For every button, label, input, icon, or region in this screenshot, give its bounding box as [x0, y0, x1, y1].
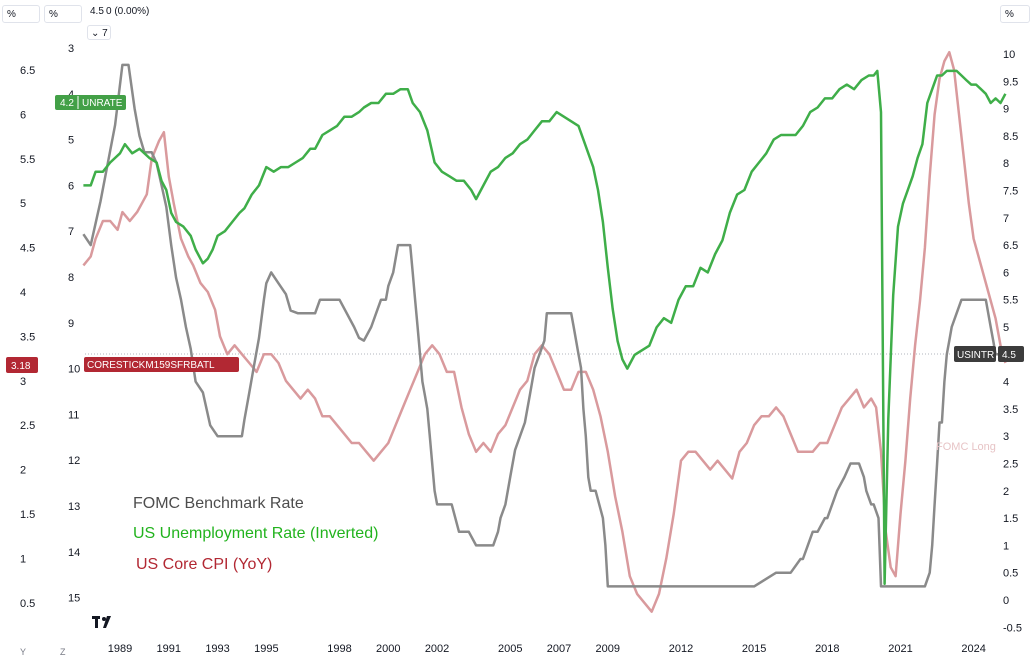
right-tick-label: 6 — [1003, 267, 1009, 279]
left-outer-tick-label: 5.5 — [20, 154, 35, 166]
left-outer-tick-label: 6 — [20, 109, 26, 121]
legend: FOMC Benchmark Rate US Unemployment Rate… — [133, 495, 378, 573]
x-tick-label: 1998 — [327, 643, 351, 655]
tradingview-logo[interactable] — [92, 616, 111, 628]
right-tick-label: 9.5 — [1003, 76, 1018, 88]
left-outer-tick-label: 4.5 — [20, 243, 35, 255]
x-axis[interactable]: 1989 1991 1993 1995 1998 2000 2002 2005 2007 2009… — [108, 643, 986, 655]
right-tick-label: 0.5 — [1003, 568, 1018, 580]
x-tick-label: 1995 — [254, 643, 278, 655]
x-tick-label: 2007 — [547, 643, 571, 655]
left-outer-tick-label: 2.5 — [20, 420, 35, 432]
unrate-tag-label: UNRATE — [82, 98, 123, 109]
left-outer-tick-label: 3.5 — [20, 331, 35, 343]
cpi-tag-label: CORESTICKM159SFRBATL — [87, 360, 215, 371]
x-tick-label: 2021 — [888, 643, 912, 655]
right-tick-label: -0.5 — [1003, 622, 1022, 634]
left-inner-tick-label: 11 — [68, 409, 79, 421]
left-inner-tick-label: 6 — [68, 180, 74, 192]
left-outer-tick-label: 2 — [20, 465, 26, 477]
left-inner-tick-label: 5 — [68, 135, 74, 147]
left-outer-tick-label: 5 — [20, 198, 26, 210]
right-tick-label: 10 — [1003, 49, 1015, 61]
faded-series-label: FOMC Long — [936, 441, 996, 453]
x-tick-label: 2005 — [498, 643, 522, 655]
left-inner-tick-label: 7 — [68, 226, 74, 238]
cpi-tag-value: 3.18 — [11, 361, 31, 372]
right-tick-label: 9 — [1003, 104, 1009, 116]
left-scale-button-1[interactable]: % — [2, 5, 40, 23]
right-tick-label: 3.5 — [1003, 404, 1018, 416]
x-tick-label: 2024 — [961, 643, 985, 655]
right-tick-label: 2 — [1003, 486, 1009, 498]
right-tick-label: 5.5 — [1003, 295, 1018, 307]
right-tick-label: 0 — [1003, 595, 1009, 607]
right-tick-label: 7.5 — [1003, 186, 1018, 198]
left-inner-tick-label: 14 — [68, 547, 80, 559]
unrate-tag-value: 4.2 — [60, 98, 74, 109]
left-inner-axis: 3 4 5 6 7 8 9 10 11 12 13 14 15 — [68, 43, 80, 605]
usintr-tag-label: USINTR — [957, 350, 994, 361]
x-tick-label: 2002 — [425, 643, 449, 655]
right-tick-label: 6.5 — [1003, 240, 1018, 252]
right-axis[interactable]: 10 9.5 9 8.5 8 7.5 7 6.5 6 5.5 5 4.5 4 3.5 3 2.5 2 1.5 1 0.… — [1003, 49, 1022, 634]
x-tick-label: 1991 — [157, 643, 181, 655]
left-inner-tick-label: 8 — [68, 272, 74, 284]
x-tick-label: 2000 — [376, 643, 400, 655]
left-inner-tick-label: 10 — [68, 364, 80, 376]
right-tick-label: 8.5 — [1003, 131, 1018, 143]
left-outer-tick-label: 1.5 — [20, 509, 35, 521]
cpi-price-tag[interactable]: 3.18 CORESTICKM159SFRBATL — [6, 357, 239, 373]
usintr-tag-value: 4.5 — [1002, 350, 1016, 361]
collapse-count: 7 — [102, 28, 108, 39]
x-tick-label: 2015 — [742, 643, 766, 655]
left-inner-tick-label: 12 — [68, 455, 80, 467]
legend-unemployment: US Unemployment Rate (Inverted) — [133, 525, 378, 542]
left-outer-tick-label: 4 — [20, 287, 26, 299]
right-tick-label: 5 — [1003, 322, 1009, 334]
left-inner-tick-label: 13 — [68, 501, 80, 513]
right-tick-label: 3 — [1003, 431, 1009, 443]
right-tick-label: 4 — [1003, 377, 1009, 389]
x-tick-label: 1993 — [205, 643, 229, 655]
left-outer-axis: 6.5 6 5.5 5 4.5 4 3.5 3 2.5 2 1.5 1 0.5 — [20, 65, 35, 610]
right-tick-label: 7 — [1003, 213, 1009, 225]
left-inner-tick-label: 3 — [68, 43, 74, 55]
usintr-price-tag[interactable]: USINTR 4.5 — [954, 346, 1024, 362]
collapse-indicators-button[interactable]: ⌄ 7 — [87, 25, 111, 40]
right-tick-label: 1 — [1003, 540, 1009, 552]
left-outer-tick-label: 0.5 — [20, 598, 35, 610]
x-tick-label: 2012 — [669, 643, 693, 655]
right-tick-label: 2.5 — [1003, 459, 1018, 471]
left-outer-tick-label: 6.5 — [20, 65, 35, 77]
x-tick-label: 2018 — [815, 643, 839, 655]
x-tick-label: 2009 — [596, 643, 620, 655]
left-outer-tick-label: 1 — [20, 553, 26, 565]
legend-fomc: FOMC Benchmark Rate — [133, 495, 304, 512]
left-outer-tick-label: 3 — [20, 376, 26, 388]
left-inner-tick-label: 9 — [68, 318, 74, 330]
series-line-unemployment[interactable] — [83, 69, 1007, 586]
symbol-value: 4.5 — [90, 6, 104, 17]
corner-y-label[interactable]: Y — [20, 647, 26, 657]
right-tick-label: 1.5 — [1003, 513, 1018, 525]
series-line-fomc-rate[interactable] — [82, 63, 1006, 588]
corner-z-label[interactable]: Z — [60, 647, 66, 657]
unrate-price-tag[interactable]: 4.2 UNRATE — [55, 95, 126, 110]
left-inner-tick-label: 4 — [68, 89, 74, 101]
left-inner-tick-label: 15 — [68, 593, 80, 605]
chevron-down-icon: ⌄ — [91, 28, 100, 39]
legend-core-cpi: US Core CPI (YoY) — [136, 556, 272, 573]
symbol-change: 0 (0.00%) — [106, 6, 150, 17]
left-scale-button-2[interactable]: % — [44, 5, 82, 23]
right-scale-button[interactable]: % — [1000, 5, 1030, 23]
right-tick-label: 8 — [1003, 158, 1009, 170]
x-tick-label: 1989 — [108, 643, 132, 655]
